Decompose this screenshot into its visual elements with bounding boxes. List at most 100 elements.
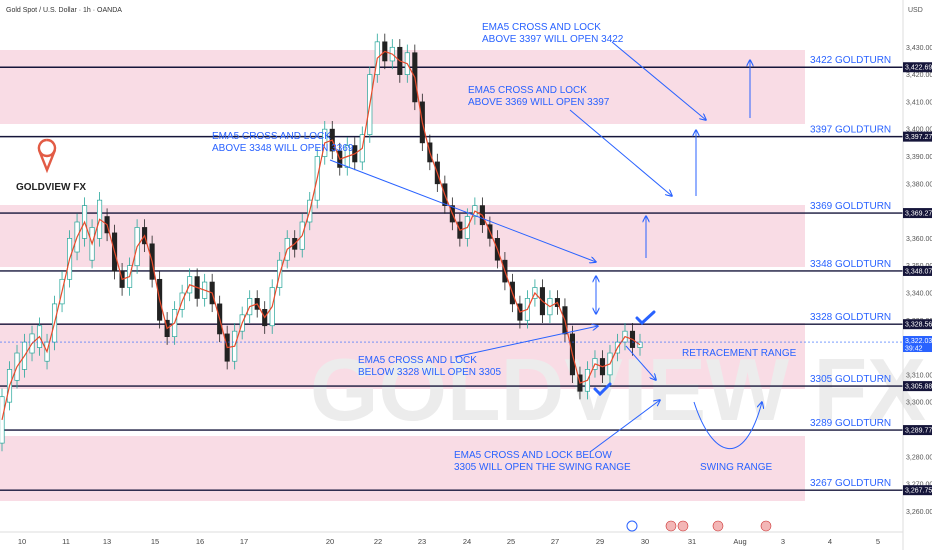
level-tag-text: 3,328.567 [905, 322, 932, 329]
x-tick: 10 [18, 537, 26, 546]
level-label: 3369 GOLDTURN [810, 201, 891, 212]
level-tag [903, 425, 932, 436]
watermark: GOLDVIEW FX [310, 340, 926, 439]
x-tick: 27 [551, 537, 559, 546]
currency-label: USD [908, 7, 923, 14]
x-tick: 30 [641, 537, 649, 546]
flash-icon [626, 520, 638, 532]
y-tick: 3,410.000 [906, 99, 932, 106]
check-mark [635, 310, 656, 326]
band-3267-3289 [0, 436, 805, 501]
band-3305-3328 [0, 323, 805, 389]
price-tags: 3,422.694 3,397.273 3,369.271 3,348.071 3,32… [0, 62, 932, 496]
level-label: 3348 GOLDTURN [810, 259, 891, 270]
y-tick: 3,310.000 [906, 372, 932, 379]
y-tick: 3,390.000 [906, 154, 932, 161]
y-tick: 3,340.000 [906, 290, 932, 297]
arrow-3422 [611, 41, 706, 120]
arrow-retrace [625, 345, 656, 380]
y-tick: 3,360.000 [906, 236, 932, 243]
candle-body [637, 341, 643, 348]
current-price-text: 3,322.035 [905, 338, 932, 345]
arrow-3369 [329, 159, 596, 262]
level-tag-text: 3,369.271 [905, 211, 932, 218]
ann-line: EMA5 CROSS AND LOCK BELOW [454, 450, 612, 461]
level-tag-text: 3,267.758 [905, 488, 932, 495]
x-tick: 5 [876, 537, 880, 546]
x-tick: 13 [103, 537, 111, 546]
y-tick: 3,380.000 [906, 181, 932, 188]
ann-line: EMA5 CROSS AND LOCK [358, 355, 477, 366]
logo-text: GOLDVIEW FX [16, 182, 86, 193]
x-tick: 3 [781, 537, 785, 546]
level-label: 3289 GOLDTURN [810, 418, 891, 429]
level-tag-text: 3,348.071 [905, 268, 932, 275]
level-tag [903, 62, 932, 73]
level-tag-text: 3,305.883 [905, 384, 932, 391]
us-flag-icon [677, 520, 689, 532]
x-tick: 11 [62, 537, 70, 546]
ann-line: 3305 WILL OPEN THE SWING RANGE [454, 462, 631, 473]
ann-line: BELOW 3328 WILL OPEN 3305 [358, 367, 501, 378]
y-tick: 3,270.000 [906, 482, 932, 489]
level-tag [903, 319, 932, 330]
level-tag [903, 208, 932, 219]
level-tag [903, 381, 932, 392]
countdown-text: 39:42 [905, 346, 923, 353]
level-label: 3267 GOLDTURN [810, 478, 891, 489]
band-3397-3422 [0, 50, 805, 124]
band-3348-3369 [0, 205, 805, 267]
x-tick: 23 [418, 537, 426, 546]
level-tag [903, 485, 932, 496]
annotation-3305: EMA5 CROSS AND LOCK BELOW 3328 WILL OPEN … [358, 355, 501, 378]
ann-line: ABOVE 3348 WILL OPEN 3369 [212, 143, 354, 154]
time-axis: 10 11 13 15 16 17 20 22 23 24 25 27 29 30 31 Aug 3 4 5 [18, 537, 880, 546]
x-tick: 22 [374, 537, 382, 546]
level-label: 3305 GOLDTURN [810, 374, 891, 385]
arrow-3305 [454, 326, 598, 358]
annotation-swing: EMA5 CROSS AND LOCK BELOW 3305 WILL OPEN … [454, 450, 631, 473]
swing-curve [693, 402, 762, 450]
arrows [329, 41, 762, 453]
ema5-line [1, 50, 641, 421]
level-label: 3397 GOLDTURN [810, 125, 891, 136]
arrow-3397 [569, 109, 672, 196]
y-tick: 3,430.000 [906, 45, 932, 52]
level-label: 3328 GOLDTURN [810, 312, 891, 323]
y-tick: 3,420.000 [906, 72, 932, 79]
ann-line: EMA5 CROSS AND LOCK [212, 131, 331, 142]
retracement-label: RETRACEMENT RANGE [682, 348, 797, 359]
price-axis: 3,430.000 3,420.000 3,410.000 3,400.000 3,39… [906, 45, 932, 516]
x-tick: 25 [507, 537, 515, 546]
x-tick: 24 [463, 537, 471, 546]
goldview-logo: GOLDVIEW FX [16, 138, 86, 193]
event-icons [626, 520, 772, 532]
x-tick: 20 [326, 537, 334, 546]
current-price-tag [903, 336, 932, 353]
us-flag-icon [760, 520, 772, 532]
annotation-3397: EMA5 CROSS AND LOCK ABOVE 3369 WILL OPEN … [468, 85, 610, 108]
level-tag [903, 265, 932, 276]
x-tick: 17 [240, 537, 248, 546]
x-tick: 31 [688, 537, 696, 546]
ann-line: EMA5 CROSS AND LOCK [482, 22, 601, 33]
ann-line: EMA5 CROSS AND LOCK [468, 85, 587, 96]
x-tick: 4 [828, 537, 832, 546]
swing-label: SWING RANGE [700, 462, 773, 473]
us-flag-icon [712, 520, 724, 532]
ann-line: ABOVE 3397 WILL OPEN 3422 [482, 34, 624, 45]
arrow-swing [589, 400, 660, 453]
x-tick: 16 [196, 537, 204, 546]
x-tick: Aug [733, 537, 746, 546]
level-tag-text: 3,289.771 [905, 428, 932, 435]
x-tick: 15 [151, 537, 159, 546]
check-mark [593, 382, 612, 397]
y-tick: 3,400.000 [906, 127, 932, 134]
level-tag-text: 3,422.694 [905, 65, 932, 72]
level-tag [903, 131, 932, 142]
